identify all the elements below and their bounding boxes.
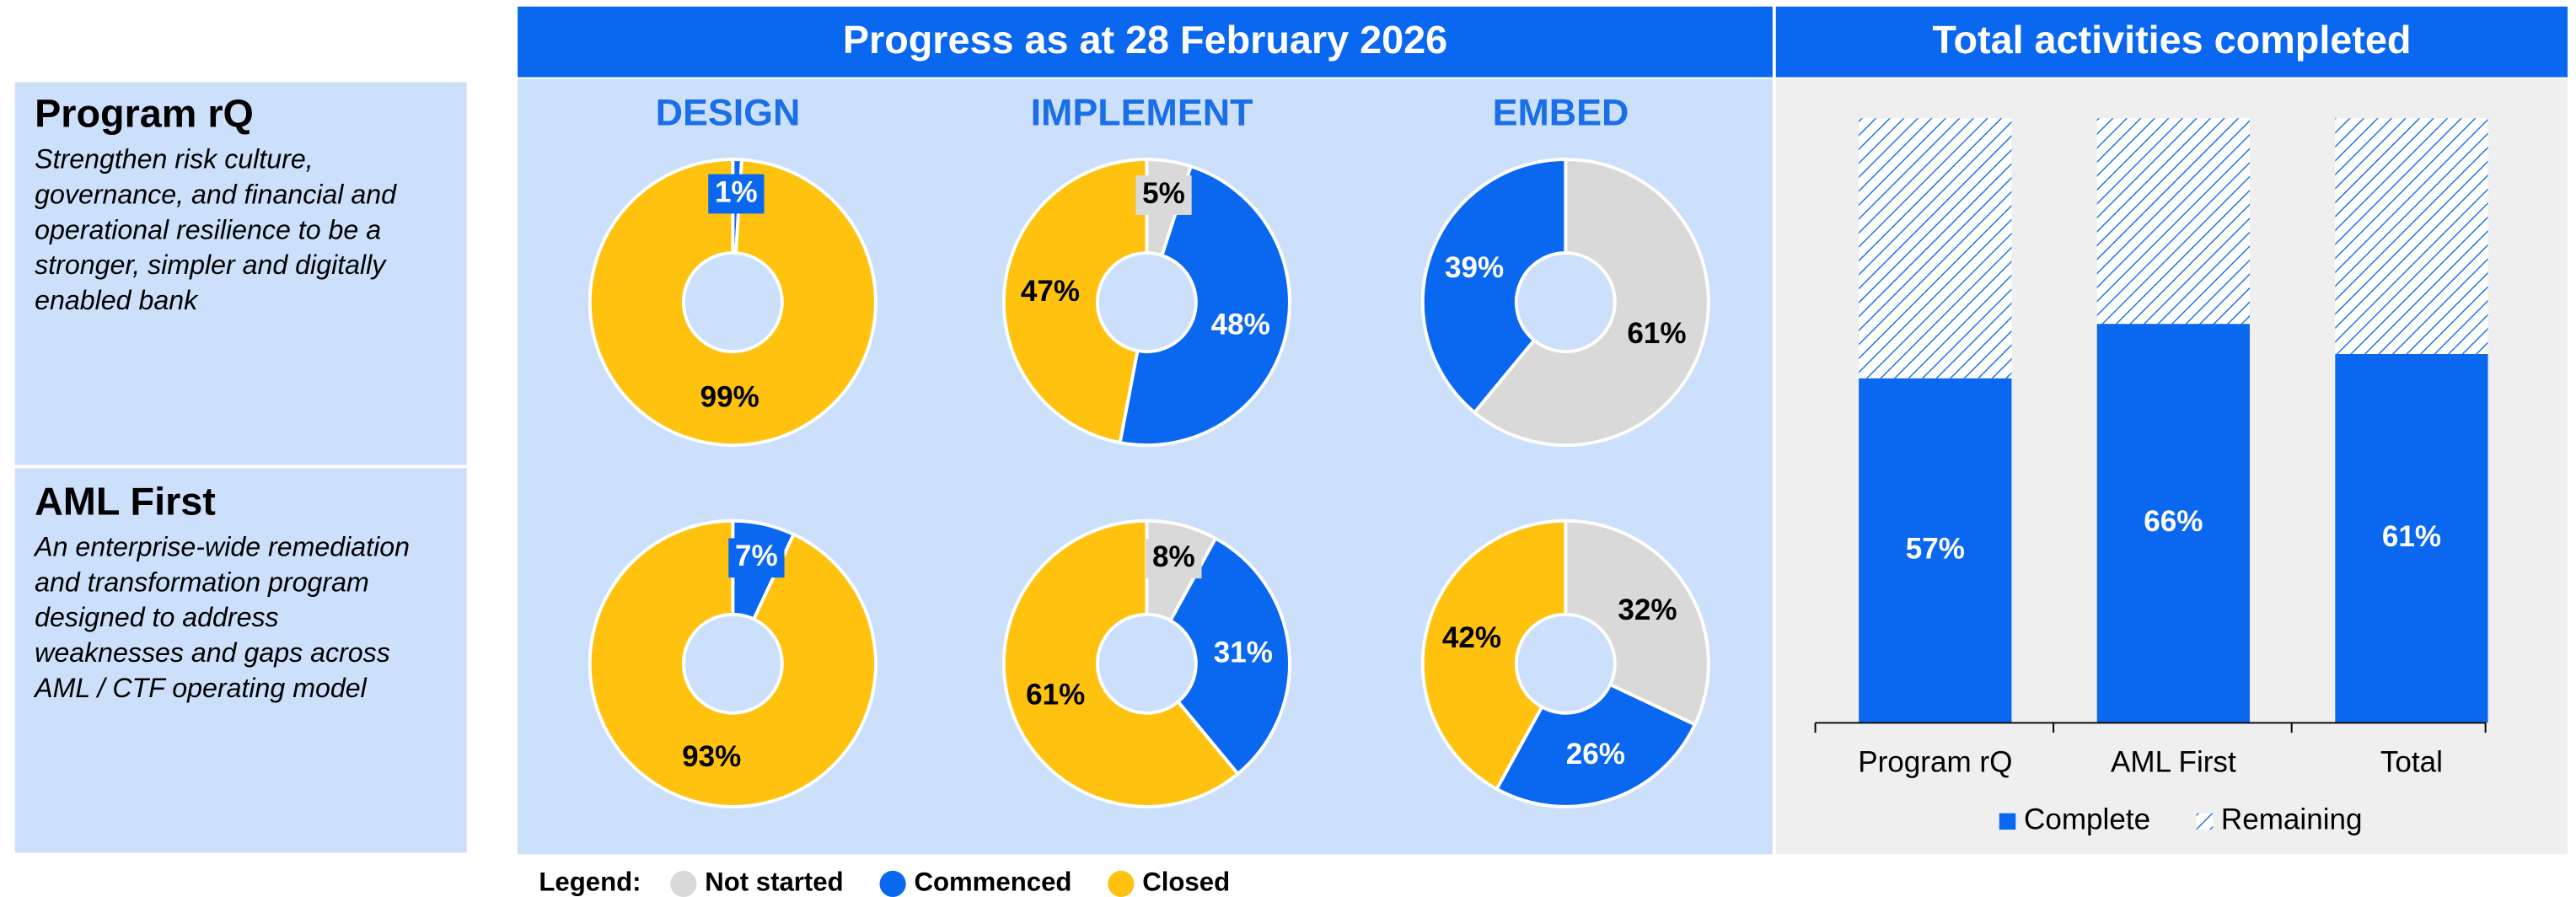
legend-swatch bbox=[879, 870, 906, 897]
program-name: AML First bbox=[35, 480, 216, 524]
program-description: An enterprise-wide remediation bbox=[33, 531, 410, 561]
bar-segment bbox=[2335, 353, 2488, 723]
phase-title: IMPLEMENT bbox=[1031, 91, 1253, 133]
program-description: designed to address bbox=[35, 602, 278, 632]
legend-label: Legend: bbox=[539, 867, 641, 897]
donut-segment bbox=[1420, 518, 1568, 792]
donut-segment bbox=[1420, 158, 1568, 415]
donut-segment bbox=[1001, 518, 1241, 808]
program-panel bbox=[14, 82, 467, 465]
legend-item: Commenced bbox=[914, 867, 1071, 897]
donut-label: 47% bbox=[1021, 275, 1080, 308]
phase-title: EMBED bbox=[1493, 91, 1629, 133]
legend-item: Remaining bbox=[2221, 803, 2363, 836]
donut-label: 32% bbox=[1618, 594, 1677, 626]
donut-label-box bbox=[708, 174, 765, 214]
bar-segment bbox=[1859, 378, 2012, 723]
donut-label-box bbox=[728, 538, 785, 578]
donut-segment bbox=[1564, 518, 1710, 728]
header-bar bbox=[1775, 6, 2568, 78]
legend-swatch bbox=[2196, 813, 2214, 830]
program-description: governance, and financial and bbox=[35, 179, 397, 209]
program-name: Program rQ bbox=[35, 92, 254, 136]
donut-label: 5% bbox=[1142, 177, 1185, 210]
donut-segment bbox=[1001, 158, 1149, 445]
bar-segment bbox=[2096, 324, 2250, 723]
header-title: Total activities completed bbox=[1932, 18, 2411, 62]
program-description: stronger, simpler and digitally bbox=[35, 250, 387, 280]
donut-label: 61% bbox=[1627, 317, 1686, 350]
bar-label: 61% bbox=[2382, 520, 2441, 553]
legend-item: Not started bbox=[705, 867, 843, 897]
legend-item: Complete bbox=[2024, 803, 2150, 836]
program-description: and transformation program bbox=[35, 567, 369, 597]
program-description: operational resilience to be a bbox=[35, 214, 381, 244]
donut-label: 1% bbox=[715, 175, 758, 208]
bar-segment bbox=[2335, 118, 2488, 354]
x-tick-label: AML First bbox=[2111, 745, 2236, 778]
x-tick-label: Total bbox=[2380, 745, 2443, 778]
bar-label: 57% bbox=[1906, 532, 1965, 565]
donut-segment bbox=[1495, 682, 1698, 808]
bar-segment bbox=[2096, 118, 2250, 325]
program-description: AML / CTF operating model bbox=[33, 673, 367, 703]
donut-segment bbox=[1118, 164, 1291, 448]
donut-segment bbox=[1167, 536, 1291, 776]
program-description: weaknesses and gaps across bbox=[35, 637, 390, 668]
legend-swatch bbox=[670, 870, 697, 897]
donut-label: 31% bbox=[1214, 636, 1273, 669]
donut-segment bbox=[588, 158, 877, 447]
donut-label: 26% bbox=[1566, 738, 1625, 771]
donut-label: 93% bbox=[682, 740, 741, 773]
header-bar bbox=[518, 6, 1773, 78]
donut-label: 42% bbox=[1442, 621, 1501, 654]
legend-swatch bbox=[1108, 870, 1135, 897]
donut-segment bbox=[1472, 158, 1710, 448]
donut-label: 7% bbox=[735, 540, 778, 572]
donut-label: 8% bbox=[1152, 540, 1195, 573]
program-description: enabled bank bbox=[35, 285, 199, 315]
legend-item: Closed bbox=[1142, 867, 1230, 897]
bar-segment bbox=[1859, 118, 2012, 379]
header-title: Progress as at 28 February 2026 bbox=[843, 18, 1447, 62]
x-tick-label: Program rQ bbox=[1858, 745, 2012, 778]
legend-swatch bbox=[1999, 813, 2016, 830]
donut-label: 99% bbox=[700, 381, 759, 414]
donut-label-box bbox=[1146, 539, 1202, 579]
phase-title: DESIGN bbox=[656, 91, 801, 133]
program-description: Strengthen risk culture, bbox=[35, 143, 314, 174]
donut-label: 61% bbox=[1026, 678, 1085, 711]
program-panel bbox=[14, 468, 467, 853]
donut-segment bbox=[588, 518, 877, 808]
donut-label: 39% bbox=[1445, 251, 1504, 284]
donut-label-box bbox=[1135, 175, 1192, 215]
bar-label: 66% bbox=[2144, 505, 2203, 538]
donut-label: 48% bbox=[1211, 308, 1270, 341]
